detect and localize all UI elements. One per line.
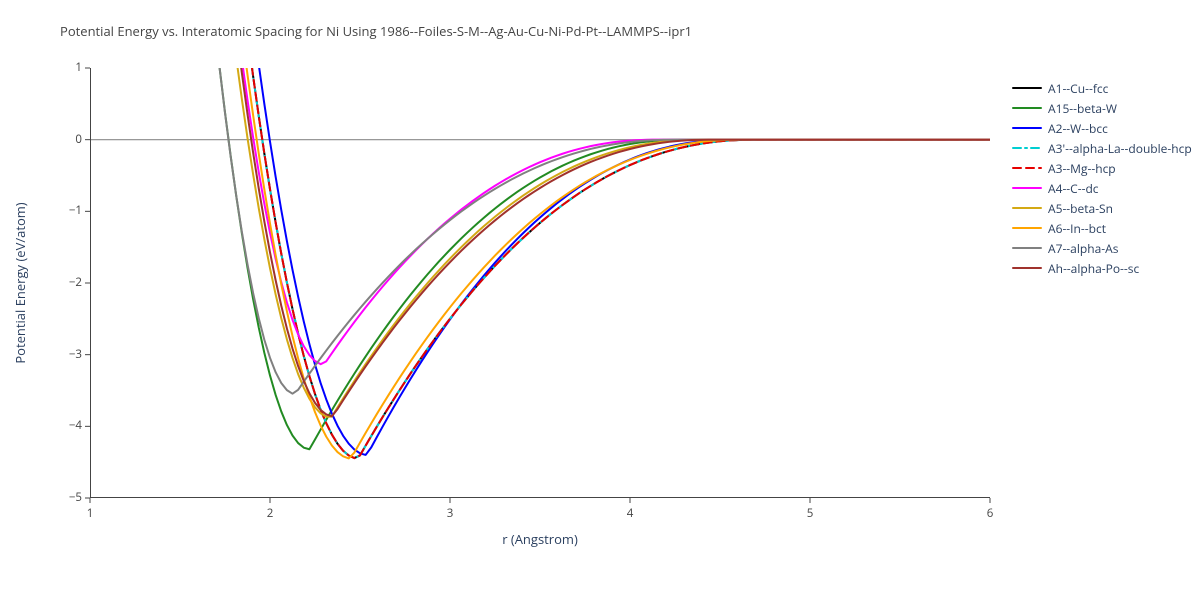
- legend-item[interactable]: A6--In--bct: [1012, 218, 1192, 238]
- legend-item[interactable]: A3--Mg--hcp: [1012, 158, 1192, 178]
- legend-item[interactable]: A4--C--dc: [1012, 178, 1192, 198]
- legend-swatch: [1012, 102, 1042, 114]
- legend-swatch: [1012, 242, 1042, 254]
- legend-label: A3'--alpha-La--double-hcp: [1048, 140, 1192, 157]
- legend-swatch: [1012, 162, 1042, 174]
- y-tick-label: −4: [52, 418, 82, 433]
- plot-area: [90, 68, 990, 498]
- legend-swatch: [1012, 142, 1042, 154]
- legend-label: Ah--alpha-Po--sc: [1048, 260, 1139, 277]
- legend-item[interactable]: A15--beta-W: [1012, 98, 1192, 118]
- legend-label: A4--C--dc: [1048, 180, 1099, 197]
- legend-label: A5--beta-Sn: [1048, 200, 1113, 217]
- legend-item[interactable]: A2--W--bcc: [1012, 118, 1192, 138]
- legend-label: A15--beta-W: [1048, 100, 1117, 117]
- series-line[interactable]: [90, 0, 990, 458]
- series-line[interactable]: [90, 0, 990, 449]
- x-tick-label: 1: [75, 506, 105, 521]
- x-axis-label: r (Angstrom): [480, 530, 600, 548]
- series-line[interactable]: [90, 0, 990, 458]
- y-tick-label: −3: [52, 347, 82, 362]
- legend-label: A7--alpha-As: [1048, 240, 1118, 257]
- series-line[interactable]: [90, 0, 990, 455]
- x-tick-label: 6: [975, 506, 1005, 521]
- legend-swatch: [1012, 182, 1042, 194]
- y-tick-label: −2: [52, 275, 82, 290]
- series-line[interactable]: [90, 0, 990, 458]
- y-tick-label: −1: [52, 203, 82, 218]
- x-tick-label: 3: [435, 506, 465, 521]
- legend-swatch: [1012, 262, 1042, 274]
- legend-item[interactable]: A5--beta-Sn: [1012, 198, 1192, 218]
- legend-swatch: [1012, 122, 1042, 134]
- legend-item[interactable]: A7--alpha-As: [1012, 238, 1192, 258]
- y-tick-label: −5: [52, 490, 82, 505]
- legend-label: A6--In--bct: [1048, 220, 1106, 237]
- series-line[interactable]: [90, 0, 990, 458]
- legend-item[interactable]: A1--Cu--fcc: [1012, 78, 1192, 98]
- legend-label: A3--Mg--hcp: [1048, 160, 1116, 177]
- y-tick-label: 1: [52, 60, 82, 75]
- legend-item[interactable]: Ah--alpha-Po--sc: [1012, 258, 1192, 278]
- chart-container: Potential Energy vs. Interatomic Spacing…: [0, 0, 1200, 600]
- series-line[interactable]: [90, 0, 990, 417]
- y-tick-label: 0: [52, 132, 82, 147]
- legend-label: A1--Cu--fcc: [1048, 80, 1108, 97]
- legend[interactable]: A1--Cu--fcc A15--beta-W A2--W--bcc A3'--alp…: [1012, 78, 1192, 278]
- chart-title: Potential Energy vs. Interatomic Spacing…: [60, 22, 692, 40]
- legend-swatch: [1012, 82, 1042, 94]
- plot-svg: [90, 68, 990, 498]
- series-line[interactable]: [90, 0, 990, 394]
- x-tick-label: 2: [255, 506, 285, 521]
- legend-item[interactable]: A3'--alpha-La--double-hcp: [1012, 138, 1192, 158]
- legend-swatch: [1012, 222, 1042, 234]
- series-line[interactable]: [90, 0, 990, 416]
- x-tick-label: 4: [615, 506, 645, 521]
- legend-label: A2--W--bcc: [1048, 120, 1108, 137]
- series-line[interactable]: [90, 0, 990, 364]
- y-axis-label: Potential Energy (eV/atom): [11, 153, 29, 413]
- legend-swatch: [1012, 202, 1042, 214]
- x-tick-label: 5: [795, 506, 825, 521]
